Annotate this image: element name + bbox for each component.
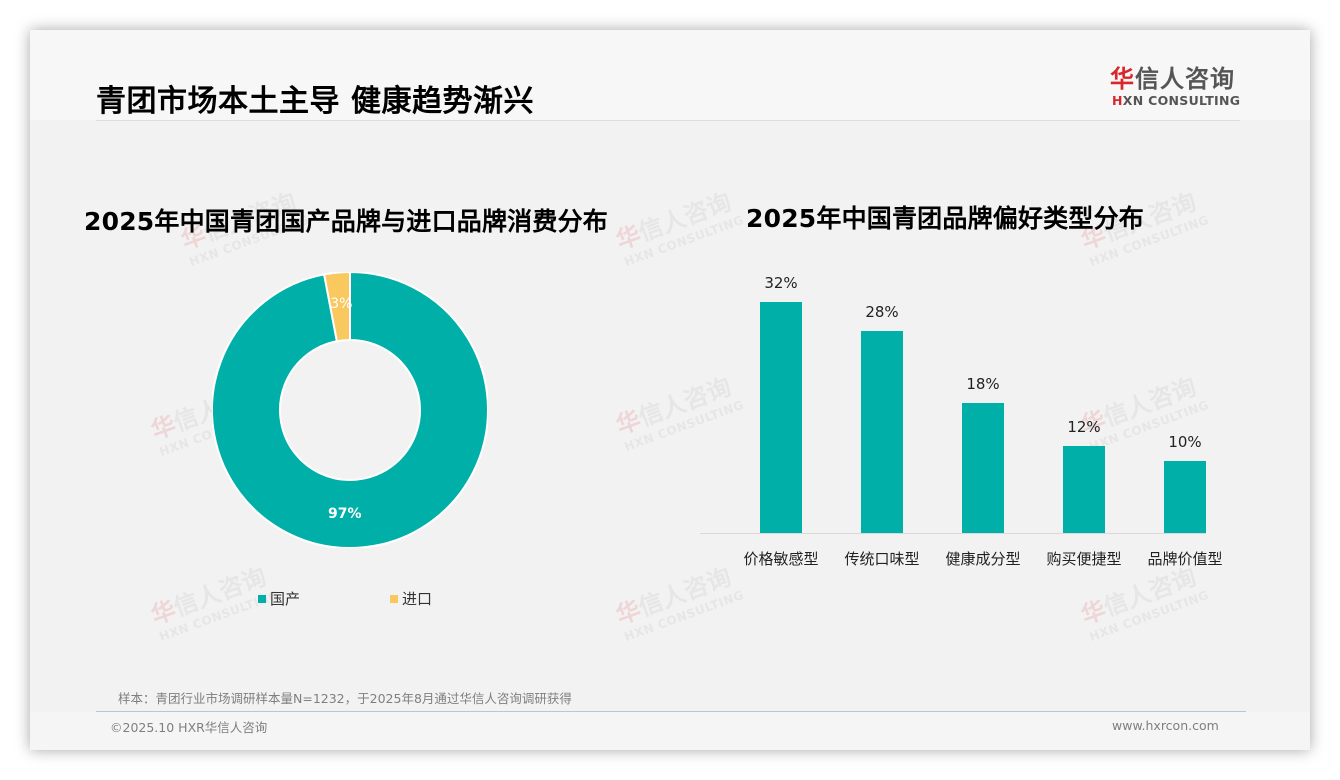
x-axis-category: 传统口味型 bbox=[844, 550, 920, 568]
page-title: 青团市场本土主导 健康趋势渐兴 bbox=[96, 84, 534, 119]
donut-legend: 国产 进口 bbox=[258, 588, 432, 609]
bar bbox=[1063, 446, 1105, 533]
bar-value-label: 12% bbox=[1067, 418, 1101, 437]
watermark: 华信人咨询 HXN CONSULTING bbox=[612, 187, 746, 270]
x-axis-category: 购买便捷型 bbox=[1046, 550, 1122, 568]
footer-band bbox=[30, 712, 1310, 750]
x-axis-category: 健康成分型 bbox=[945, 550, 1021, 568]
x-axis-line bbox=[700, 533, 1206, 534]
title-divider bbox=[96, 120, 1240, 121]
donut-label-domestic: 97% bbox=[328, 506, 362, 522]
legend-item-imported: 进口 bbox=[390, 588, 432, 609]
legend-label: 国产 bbox=[270, 590, 301, 608]
x-axis-category: 品牌价值型 bbox=[1147, 550, 1223, 568]
copyright: ©2025.10 HXR华信人咨询 bbox=[110, 720, 268, 735]
x-axis-category: 价格敏感型 bbox=[743, 550, 819, 568]
donut-slice-domestic bbox=[211, 270, 489, 549]
slide: 华信人咨询 HXN CONSULTING 华信人咨询 HXN CONSULTIN… bbox=[30, 30, 1310, 750]
donut-chart: 97% 3% bbox=[211, 270, 489, 549]
bar-value-label: 28% bbox=[865, 302, 899, 321]
bar-chart-title: 2025年中国青团品牌偏好类型分布 bbox=[746, 204, 1144, 233]
bar-value-label: 10% bbox=[1168, 432, 1202, 451]
company-logo: 华信人咨询 HXN CONSULTING bbox=[1110, 65, 1241, 108]
donut-label-imported: 3% bbox=[330, 296, 353, 312]
header-band bbox=[30, 30, 1310, 120]
legend-swatch-domestic bbox=[258, 594, 266, 603]
bar bbox=[962, 403, 1004, 533]
sample-note: 样本：青团行业市场调研样本量N=1232，于2025年8月通过华信人咨询调研获得 bbox=[118, 691, 572, 706]
legend-item-domestic: 国产 bbox=[258, 588, 390, 609]
footer-divider bbox=[96, 711, 1246, 712]
bar bbox=[760, 302, 802, 533]
bar bbox=[861, 330, 903, 533]
legend-label: 进口 bbox=[402, 590, 433, 608]
donut-chart-title: 2025年中国青团国产品牌与进口品牌消费分布 bbox=[84, 207, 608, 236]
donut-slice-imported bbox=[322, 270, 351, 343]
bar-value-label: 32% bbox=[764, 274, 798, 292]
bar-value-label: 18% bbox=[966, 375, 1000, 394]
website-link[interactable]: www.hxrcon.com bbox=[1112, 718, 1219, 733]
donut-svg bbox=[211, 270, 489, 549]
legend-swatch-imported bbox=[390, 594, 398, 603]
bar-chart: 32% 28% 18% 12% 10% 价格敏感型 传统口味型 健康成分型 购买… bbox=[700, 270, 1223, 580]
bar bbox=[1164, 460, 1206, 533]
